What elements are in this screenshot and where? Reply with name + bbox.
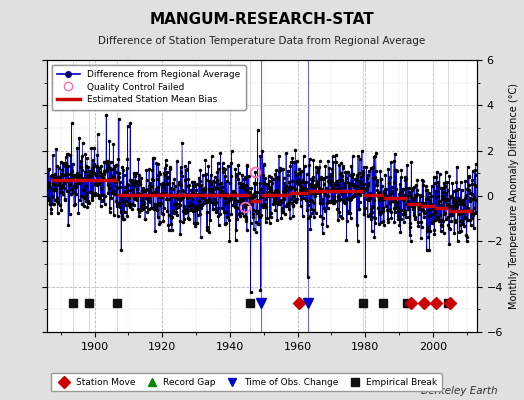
Text: Difference of Station Temperature Data from Regional Average: Difference of Station Temperature Data f…	[99, 36, 425, 46]
Y-axis label: Monthly Temperature Anomaly Difference (°C): Monthly Temperature Anomaly Difference (…	[509, 83, 519, 309]
Text: Berkeley Earth: Berkeley Earth	[421, 386, 498, 396]
Text: MANGUM-RESEARCH-STAT: MANGUM-RESEARCH-STAT	[150, 12, 374, 27]
Legend: Station Move, Record Gap, Time of Obs. Change, Empirical Break: Station Move, Record Gap, Time of Obs. C…	[51, 374, 442, 392]
Legend: Difference from Regional Average, Quality Control Failed, Estimated Station Mean: Difference from Regional Average, Qualit…	[52, 64, 246, 110]
